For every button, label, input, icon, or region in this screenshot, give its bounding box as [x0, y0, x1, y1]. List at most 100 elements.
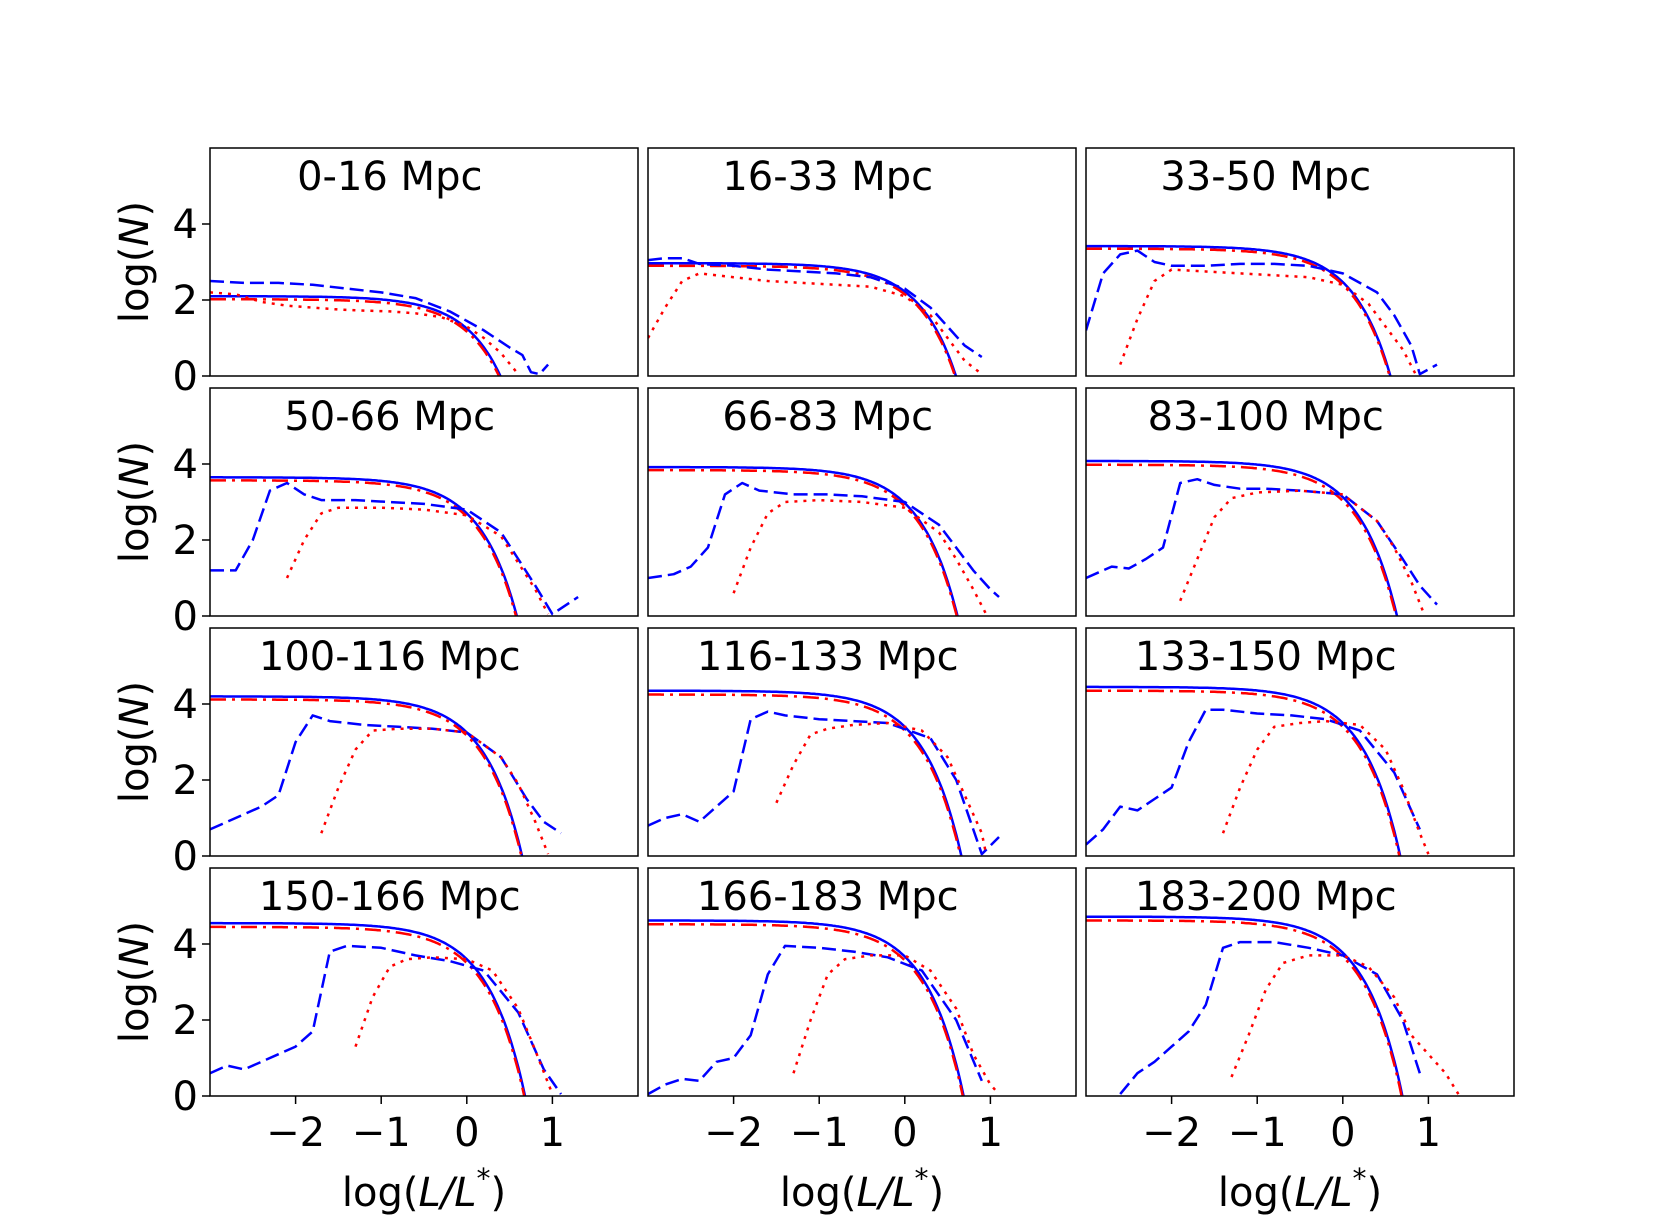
panel-5-data-blue-line: [1086, 477, 1438, 606]
panel-9-xtick-label-3: 1: [540, 1110, 565, 1156]
panel-9-model-blue-line: [210, 921, 527, 1096]
panel-6-ylabel: log(N): [112, 681, 158, 803]
panel-4-data-red-line: [732, 498, 988, 615]
panel-11-data-red-line: [1230, 954, 1460, 1095]
panel-1-plot-area: [648, 256, 983, 376]
panel-9-ytick-label-2: 4: [173, 922, 198, 968]
panel-11-xtick-label-2: 0: [1330, 1110, 1355, 1156]
panel-6-ytick-label-1: 2: [173, 758, 198, 804]
panel-9-ytick-label-0: 0: [173, 1074, 198, 1120]
panel-9-data-blue-line: [210, 944, 563, 1095]
panel-7-frame: [647, 627, 1077, 857]
panel-3-model-blue-line: [210, 476, 519, 616]
panel-10-data-red-line: [792, 954, 1000, 1095]
panel-0-data-red-line: [210, 291, 520, 375]
panel-6-ytick-label-0: 0: [173, 834, 198, 880]
panel-7-title: 116-133 Mpc: [697, 634, 959, 680]
panel-2-frame: [1085, 147, 1515, 377]
panel-11-plot-area: [1086, 915, 1460, 1096]
panel-6-plot-area: [210, 695, 562, 856]
panel-3-ylabel: log(N): [112, 441, 158, 563]
panel-9-xtick-label-2: 0: [454, 1110, 479, 1156]
panel-6-data-blue-line: [210, 714, 562, 835]
panel-11-xlabel: log(L/L*): [1218, 1162, 1382, 1216]
panel-5-plot-area: [1086, 459, 1438, 616]
panel-0: 0-16 Mpc 0 2 4 log(N): [112, 147, 639, 400]
panel-7-model-blue-line: [648, 689, 963, 856]
panel-0-model-red-line: [210, 298, 501, 376]
panel-1-model-red-line: [648, 264, 957, 376]
panel-6-title: 100-116 Mpc: [259, 634, 521, 680]
panel-0-ylabel: log(N): [112, 201, 158, 323]
panel-9-xlabel: log(L/L*): [342, 1162, 506, 1216]
panel-3-ytick-label-0: 0: [173, 594, 198, 640]
panel-5: 83-100 Mpc: [1085, 387, 1515, 617]
panel-7-data-blue-line: [648, 710, 1000, 856]
panel-1-data-blue-line: [648, 256, 983, 359]
panel-3: 50-66 Mpc 0 2 4 log(N): [112, 387, 639, 640]
panel-9-title: 150-166 Mpc: [259, 874, 521, 920]
panel-5-title: 83-100 Mpc: [1148, 394, 1384, 440]
panel-7-plot-area: [648, 689, 1000, 856]
panel-6-frame: [209, 627, 639, 857]
panel-11-title: 183-200 Mpc: [1135, 874, 1397, 920]
panel-3-data-blue-line: [210, 481, 579, 616]
panel-6-model-red-line: [210, 698, 523, 856]
panel-4-model-red-line: [648, 468, 959, 616]
panel-8-model-red-line: [1086, 689, 1401, 856]
panel-0-ytick-label-2: 4: [173, 202, 198, 248]
panel-0-model-blue-line: [210, 294, 502, 376]
panel-2-title: 33-50 Mpc: [1160, 154, 1371, 200]
panel-4-model-blue-line: [648, 465, 959, 616]
panel-8-frame: [1085, 627, 1515, 857]
panel-8-data-red-line: [1221, 719, 1430, 855]
panel-2-data-blue-line: [1086, 249, 1438, 376]
panel-5-data-red-line: [1179, 489, 1426, 615]
panel-6-ytick-label-2: 4: [173, 682, 198, 728]
panel-9-xtick-label-1: −1: [352, 1110, 411, 1156]
panel-8-data-blue-line: [1086, 708, 1421, 846]
panel-10-data-blue-line: [648, 944, 983, 1096]
panel-11: 183-200 Mpc −2 −1 0 1 log(L/L*): [1085, 867, 1515, 1216]
panel-10-xtick-label-0: −2: [704, 1110, 763, 1156]
panel-11-data-blue-line: [1119, 940, 1421, 1095]
panel-4-title: 66-83 Mpc: [722, 394, 933, 440]
panel-9: 150-166 Mpc 0 2 4 log(N) −2 −1 0 1 log(L/L*): [112, 867, 639, 1216]
panel-10-model-red-line: [648, 923, 965, 1096]
panel-2-data-red-line: [1119, 268, 1417, 375]
panel-9-plot-area: [210, 921, 563, 1096]
panel-10-frame: [647, 867, 1077, 1097]
panel-4-plot-area: [648, 465, 1000, 616]
panel-3-data-red-line: [285, 506, 550, 615]
panel-10: 166-183 Mpc −2 −1 0 1 log(L/L*): [647, 867, 1077, 1216]
panel-5-model-blue-line: [1086, 459, 1399, 616]
panel-0-ytick-label-0: 0: [173, 354, 198, 400]
panel-0-title: 0-16 Mpc: [297, 154, 482, 200]
panel-9-data-red-line: [354, 956, 554, 1095]
panel-1-frame: [647, 147, 1077, 377]
panel-8-model-blue-line: [1086, 685, 1402, 856]
panel-3-model-red-line: [210, 479, 518, 616]
panel-10-xtick-label-1: −1: [790, 1110, 849, 1156]
panel-8-plot-area: [1086, 685, 1430, 856]
panel-10-title: 166-183 Mpc: [697, 874, 959, 920]
panel-9-model-red-line: [210, 925, 526, 1096]
panel-9-xtick-label-0: −2: [266, 1110, 325, 1156]
panel-11-xtick-label-1: −1: [1228, 1110, 1287, 1156]
panel-11-xtick-label-0: −2: [1142, 1110, 1201, 1156]
panel-4-frame: [647, 387, 1077, 617]
panel-4: 66-83 Mpc: [647, 387, 1077, 617]
panel-10-xlabel: log(L/L*): [780, 1162, 944, 1216]
panel-10-xtick-label-2: 0: [892, 1110, 917, 1156]
panel-2-model-red-line: [1086, 247, 1391, 376]
panel-10-xtick-label-3: 1: [978, 1110, 1003, 1156]
panel-3-ytick-label-2: 4: [173, 442, 198, 488]
panel-7-data-red-line: [775, 721, 988, 855]
panel-11-frame: [1085, 867, 1515, 1097]
panel-2-model-blue-line: [1086, 244, 1392, 376]
panel-6-data-red-line: [320, 727, 550, 855]
panel-2-plot-area: [1086, 244, 1438, 376]
panel-1: 16-33 Mpc: [647, 147, 1077, 377]
panel-8: 133-150 Mpc: [1085, 627, 1515, 857]
panel-11-xtick-label-3: 1: [1416, 1110, 1441, 1156]
